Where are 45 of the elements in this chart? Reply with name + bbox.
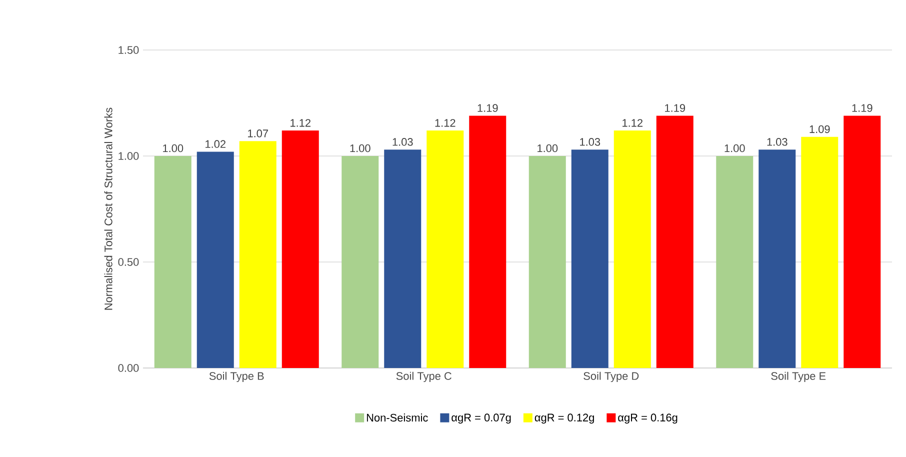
bar — [196, 152, 234, 368]
bar — [154, 156, 192, 368]
data-label: 1.00 — [724, 144, 745, 152]
data-label: 1.00 — [163, 144, 184, 152]
data-label: 1.12 — [622, 119, 642, 127]
legend-label: Non-Seismic — [366, 414, 428, 422]
data-label: 1.03 — [580, 138, 600, 146]
data-label: 1.12 — [435, 119, 456, 127]
data-label: 1.07 — [248, 130, 268, 138]
y-tick-label: 0.50 — [118, 258, 139, 266]
y-tick-label: 1.50 — [118, 46, 139, 54]
bar — [571, 150, 608, 368]
data-label: 1.00 — [350, 144, 370, 152]
y-axis-title: Normalised Total Cost of Structural Works — [104, 108, 112, 310]
y-tick-label: 1.00 — [118, 152, 139, 160]
data-label: 1.03 — [392, 138, 413, 146]
bar — [716, 156, 754, 368]
x-tick-label: Soil Type C — [396, 372, 452, 382]
data-label: 1.19 — [852, 104, 872, 112]
x-tick-label: Soil Type B — [209, 372, 264, 382]
bar — [282, 130, 319, 368]
bar — [758, 150, 796, 368]
bar — [614, 130, 651, 368]
bar — [528, 156, 566, 368]
legend-label: αgR = 0.16g — [618, 414, 678, 424]
data-label: 1.19 — [478, 104, 498, 112]
data-label: 1.00 — [538, 144, 558, 152]
data-label: 1.12 — [290, 119, 310, 127]
bar — [801, 136, 838, 368]
bar — [844, 116, 881, 368]
data-label: 1.19 — [665, 104, 686, 112]
y-tick-label: 0.00 — [118, 364, 139, 372]
x-tick-label: Soil Type D — [584, 372, 639, 382]
bar — [426, 130, 464, 368]
bar — [469, 116, 506, 368]
bar — [656, 116, 694, 368]
data-label: 1.09 — [810, 125, 830, 134]
legend-label: αgR = 0.12g — [534, 414, 594, 424]
x-tick-label: Soil Type E — [771, 372, 826, 382]
bar — [239, 141, 276, 368]
data-label: 1.03 — [767, 138, 788, 146]
bar — [342, 156, 379, 368]
legend-label: αgR = 0.07g — [452, 414, 511, 424]
bar — [384, 150, 422, 368]
data-label: 1.02 — [206, 140, 226, 148]
